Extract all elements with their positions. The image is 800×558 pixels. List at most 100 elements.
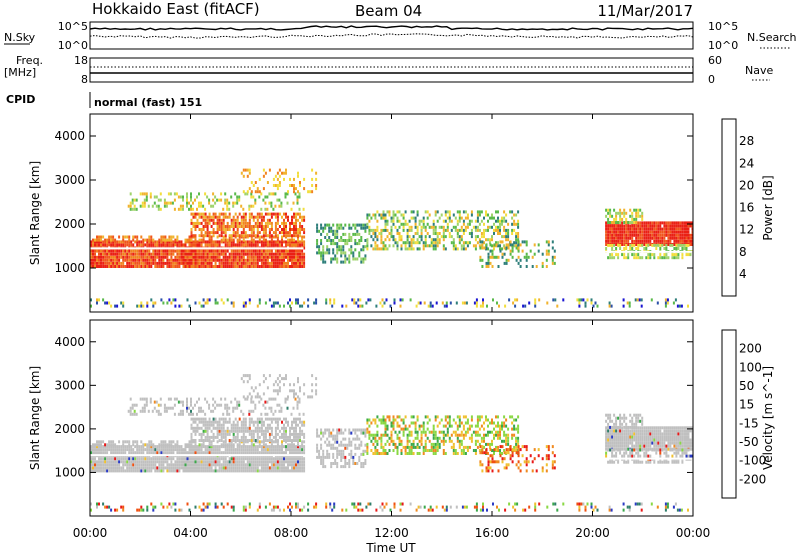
velocity-cell <box>102 466 104 469</box>
velocity-cell <box>226 407 228 410</box>
power-cell <box>684 231 686 234</box>
power-cell <box>190 199 192 202</box>
velocity-cell <box>235 418 237 421</box>
power-cell <box>201 213 203 216</box>
power-cell <box>463 241 465 244</box>
power-cell <box>623 231 625 234</box>
power-cell <box>393 244 395 247</box>
power-cell <box>663 247 665 250</box>
power-cell <box>340 236 342 239</box>
power-cell <box>295 250 297 253</box>
velocity-cell <box>380 440 382 443</box>
power-cell <box>637 212 639 215</box>
power-cell <box>233 222 235 225</box>
power-cell <box>228 208 230 211</box>
power-cell <box>110 253 112 256</box>
power-cell <box>144 253 146 256</box>
power-cell <box>186 192 188 195</box>
power-cell <box>320 258 322 261</box>
velocity-cell <box>277 451 279 454</box>
velocity-cell <box>374 419 376 422</box>
power-cell <box>399 238 401 241</box>
power-cell <box>332 251 334 254</box>
velocity-cell <box>223 469 225 472</box>
power-cell <box>287 243 289 246</box>
power-cell <box>136 305 138 308</box>
velocity-cell <box>257 424 259 427</box>
velocity-cell <box>193 466 195 469</box>
power-cell <box>690 240 692 243</box>
velocity-cell <box>156 451 158 454</box>
power-cell <box>122 253 124 256</box>
power-cell <box>150 236 152 239</box>
power-cell <box>476 298 478 301</box>
velocity-cell <box>261 418 263 421</box>
velocity-cell <box>176 448 178 451</box>
power-cell <box>380 238 382 241</box>
power-cell <box>489 238 491 241</box>
power-cell <box>239 259 241 262</box>
power-cell <box>220 199 222 202</box>
velocity-cell <box>291 469 293 472</box>
velocity-cell <box>245 421 247 424</box>
power-cell <box>330 230 332 233</box>
velocity-cell <box>126 466 128 469</box>
velocity-cell <box>281 448 283 451</box>
power-cell <box>164 250 166 253</box>
power-cell <box>237 256 239 259</box>
velocity-cell <box>259 440 261 443</box>
power-cell <box>174 199 176 202</box>
power-cell <box>299 253 301 256</box>
power-cell <box>108 259 110 262</box>
power-cell <box>241 172 243 175</box>
velocity-heatmap <box>90 374 694 512</box>
power-cell <box>208 199 210 202</box>
power-cell <box>289 231 291 234</box>
velocity-cell <box>136 460 138 463</box>
power-cell <box>360 236 362 239</box>
power-cell <box>185 253 187 256</box>
velocity-cell <box>208 404 210 407</box>
velocity-cell <box>249 418 251 421</box>
power-cell <box>281 253 283 256</box>
power-cell <box>419 223 421 226</box>
velocity-cell <box>239 448 241 451</box>
velocity-cell <box>387 415 389 418</box>
power-cell <box>641 256 643 259</box>
velocity-cell <box>219 439 221 442</box>
power-cell <box>293 187 295 190</box>
power-cell <box>237 239 239 242</box>
power-cell <box>168 259 170 262</box>
power-cell <box>635 212 637 215</box>
power-cell <box>580 298 582 301</box>
power-cell <box>552 240 554 243</box>
power-cell <box>464 302 466 305</box>
power-cell <box>427 232 429 235</box>
velocity-cell <box>128 463 130 466</box>
power-cell <box>132 253 134 256</box>
power-cell <box>334 230 336 233</box>
velocity-cell <box>106 469 108 472</box>
velocity-cell <box>385 428 387 431</box>
velocity-cell <box>197 463 199 466</box>
velocity-cell <box>209 427 211 430</box>
velocity-cell <box>267 418 269 421</box>
power-cell <box>303 262 305 265</box>
power-cell <box>150 259 152 262</box>
velocity-cell <box>352 456 354 459</box>
power-cell <box>609 237 611 240</box>
power-cell <box>368 226 370 229</box>
velocity-cell <box>124 451 126 454</box>
velocity-cell <box>152 466 154 469</box>
power-cell <box>132 243 134 246</box>
power-cell <box>397 220 399 223</box>
power-cell <box>227 259 229 262</box>
velocity-cell <box>336 447 338 450</box>
power-cell <box>224 202 226 205</box>
power-cell <box>164 202 166 205</box>
power-cell <box>476 302 478 305</box>
power-cell <box>124 236 126 239</box>
power-cell <box>118 250 120 253</box>
power-cell <box>609 209 611 212</box>
power-cell <box>227 262 229 265</box>
